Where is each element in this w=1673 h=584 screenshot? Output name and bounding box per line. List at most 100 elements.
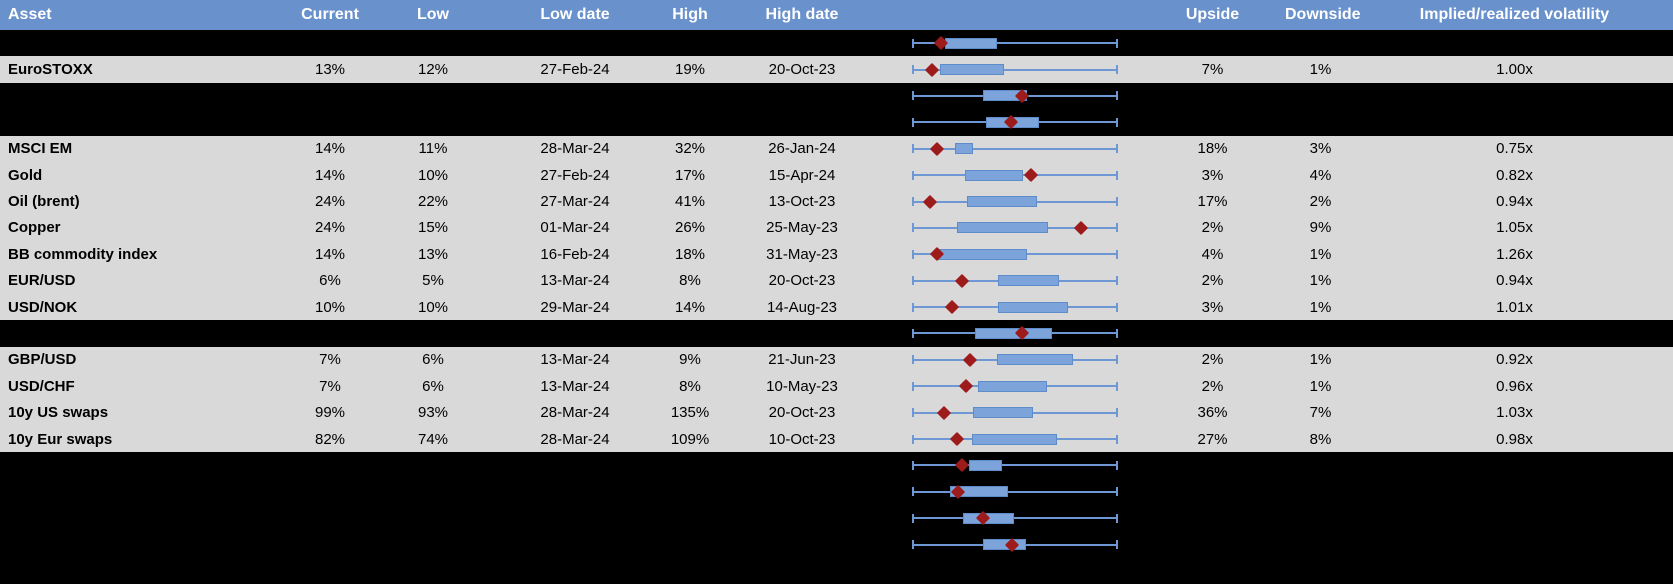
low-cell: 6% (422, 351, 444, 369)
whisker-cap-left (912, 38, 914, 48)
whisker-cap-left (912, 302, 914, 312)
table-row-copper[interactable]: Copper 24% 15% 01-Mar-24 26% 25-May-23 2% 9% 1.0… (0, 214, 1673, 242)
interquartile-box (969, 459, 1002, 471)
interquartile-box (939, 64, 1004, 76)
spacer-row (0, 531, 1673, 558)
asset-cell: EUR/USD (8, 272, 76, 290)
upside-cell: 27% (1197, 430, 1228, 448)
whisker-cap-left (912, 197, 914, 207)
whisker-cap-right (1116, 223, 1118, 233)
current-cell: 7% (319, 377, 341, 395)
boxplot (888, 56, 1140, 82)
downside-cell: 4% (1309, 166, 1332, 184)
high-date-cell: 20-Oct-23 (768, 404, 836, 422)
downside-cell: 1% (1309, 351, 1332, 369)
high-date-cell: 26-Jan-24 (768, 140, 836, 158)
asset-cell: EuroSTOXX (8, 61, 93, 79)
whisker-cap-right (1116, 381, 1118, 391)
whisker-cap-left (912, 487, 914, 497)
col-header-low: Low (417, 6, 449, 23)
high-cell: 17% (674, 166, 706, 184)
low-date-cell: 13-Mar-24 (540, 272, 610, 290)
table-row-10y-eur-swaps[interactable]: 10y Eur swaps 82% 74% 28-Mar-24 109% 10-Oct-2… (0, 425, 1673, 453)
col-header-high-date: High date (765, 6, 839, 23)
low-cell: 10% (417, 298, 449, 316)
interquartile-box (978, 380, 1047, 392)
whisker-cap-right (1116, 513, 1118, 523)
current-marker-diamond (949, 431, 965, 447)
col-header-low-date: Low date (540, 6, 610, 23)
implied-realized-cell: 0.96x (1496, 377, 1533, 395)
boxplot (888, 479, 1140, 505)
table-row-oil-brent[interactable]: Oil (brent) 24% 22% 27-Mar-24 41% 13-Oct-23 17… (0, 188, 1673, 215)
whisker-line (913, 42, 1117, 45)
current-cell: 6% (319, 272, 341, 290)
boxplot (888, 30, 1140, 56)
boxplot (888, 188, 1140, 214)
implied-realized-cell: 1.26x (1496, 245, 1533, 263)
high-date-cell: 14-Aug-23 (766, 298, 838, 316)
whisker-cap-left (912, 460, 914, 470)
low-date-cell: 13-Mar-24 (540, 377, 610, 395)
high-cell: 8% (679, 377, 701, 395)
whisker-cap-right (1116, 144, 1118, 154)
whisker-line (913, 147, 1117, 150)
high-cell: 8% (679, 272, 701, 290)
spacer-row (0, 505, 1673, 532)
whisker-cap-right (1116, 91, 1118, 101)
whisker-cap-right (1116, 434, 1118, 444)
spacer-row (0, 320, 1673, 347)
whisker-cap-left (912, 223, 914, 233)
interquartile-box (975, 327, 1052, 339)
current-cell: 14% (314, 166, 346, 184)
current-marker-diamond (929, 141, 945, 156)
upside-cell: 3% (1201, 298, 1224, 316)
whisker-cap-left (912, 144, 914, 154)
low-cell: 10% (417, 166, 449, 184)
table-row-eurostoxx[interactable]: EuroSTOXX 13% 12% 27-Feb-24 19% 20-Oct-23 7% 1%… (0, 56, 1673, 83)
spacer-row (0, 557, 1673, 584)
whisker-cap-left (912, 355, 914, 365)
table-row-gbp-usd[interactable]: GBP/USD 7% 6% 13-Mar-24 9% 21-Jun-23 2% 1% 0.92x (0, 346, 1673, 374)
boxplot (888, 452, 1140, 478)
implied-realized-cell: 0.82x (1496, 166, 1533, 184)
boxplot (888, 215, 1140, 241)
boxplot (888, 426, 1140, 452)
high-cell: 19% (674, 61, 706, 79)
low-cell: 93% (417, 404, 449, 422)
table-row-gold[interactable]: Gold 14% 10% 27-Feb-24 17% 15-Apr-24 3% 4% 0.82x (0, 161, 1673, 189)
table-row-bb-commodity-index[interactable]: BB commodity index 14% 13% 16-Feb-24 18% 31-M… (0, 241, 1673, 268)
whisker-cap-right (1116, 355, 1118, 365)
current-cell: 24% (314, 193, 346, 211)
downside-cell: 3% (1309, 140, 1332, 158)
low-date-cell: 28-Mar-24 (540, 430, 610, 448)
asset-cell: USD/CHF (8, 377, 75, 395)
implied-realized-cell: 0.75x (1496, 140, 1533, 158)
implied-realized-cell: 0.98x (1496, 430, 1533, 448)
upside-cell: 36% (1197, 404, 1228, 422)
high-date-cell: 20-Oct-23 (768, 272, 836, 290)
low-date-cell: 27-Mar-24 (540, 193, 610, 211)
table-row-usd-chf[interactable]: USD/CHF 7% 6% 13-Mar-24 8% 10-May-23 2% 1% 0.96x (0, 373, 1673, 400)
whisker-cap-left (912, 65, 914, 75)
current-cell: 82% (314, 430, 346, 448)
implied-realized-cell: 1.05x (1496, 219, 1533, 237)
low-cell: 5% (422, 272, 444, 290)
whisker-line (913, 464, 1117, 467)
interquartile-box (997, 354, 1073, 366)
current-cell: 99% (314, 404, 346, 422)
boxplot (888, 83, 1140, 109)
table-row-usd-nok[interactable]: USD/NOK 10% 10% 29-Mar-24 14% 14-Aug-23 3% 1% 1.… (0, 293, 1673, 321)
whisker-cap-left (912, 328, 914, 338)
low-date-cell: 01-Mar-24 (540, 219, 610, 237)
interquartile-box (971, 433, 1058, 445)
asset-cell: Copper (8, 219, 61, 237)
table-row-eur-usd[interactable]: EUR/USD 6% 5% 13-Mar-24 8% 20-Oct-23 2% 1% 0.94x (0, 267, 1673, 294)
boxplot (888, 241, 1140, 267)
high-date-cell: 15-Apr-24 (768, 166, 836, 184)
table-row-msci-em[interactable]: MSCI EM 14% 11% 28-Mar-24 32% 26-Jan-24 18% 3% 0… (0, 135, 1673, 162)
col-header-high: High (672, 6, 708, 23)
table-row-10y-us-swaps[interactable]: 10y US swaps 99% 93% 28-Mar-24 135% 20-Oct-23… (0, 399, 1673, 426)
boxplot (888, 347, 1140, 373)
low-date-cell: 13-Mar-24 (540, 351, 610, 369)
